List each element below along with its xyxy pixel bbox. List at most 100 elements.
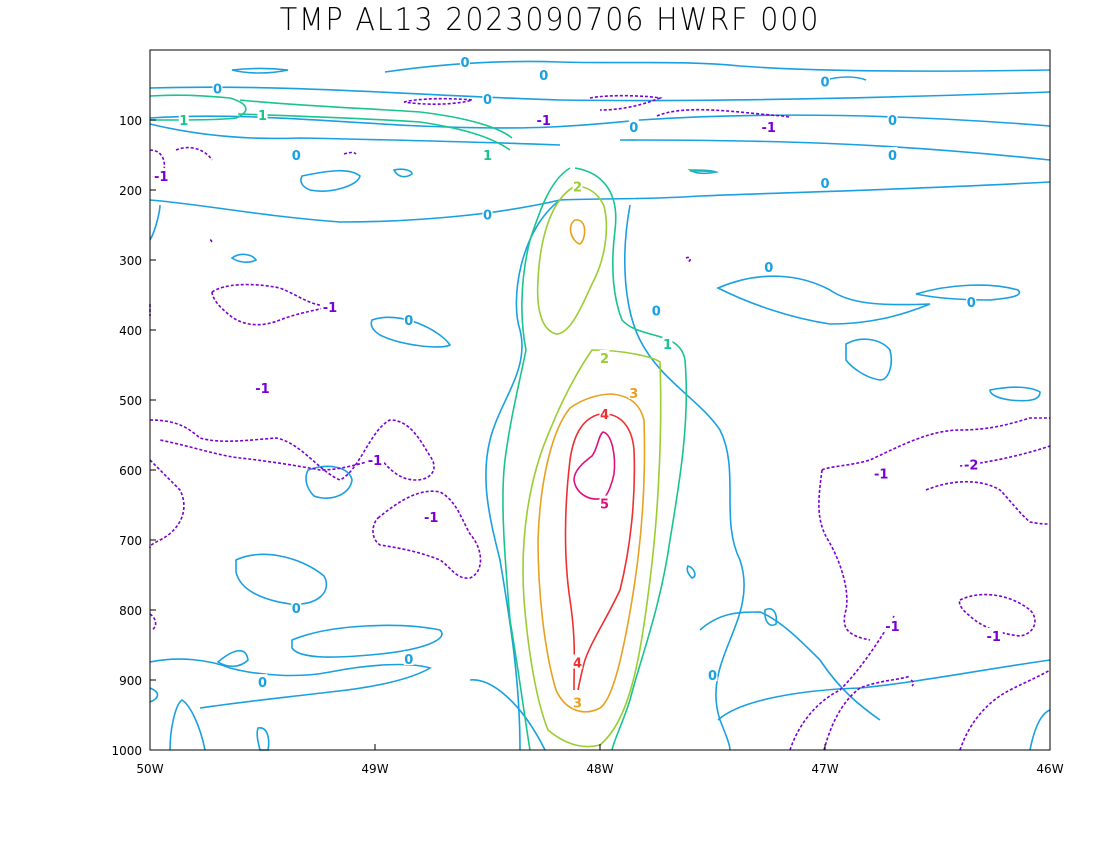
contour-label-bg [321, 298, 339, 313]
contour-lines [149, 60, 1051, 751]
contour-label-bg [887, 112, 898, 126]
contour-label-bg [966, 294, 977, 308]
contour-line [149, 86, 1051, 102]
contour-line [789, 615, 895, 751]
contour-line [235, 553, 328, 605]
contour-line [149, 123, 561, 146]
contour-label: 0 [258, 676, 267, 691]
contour-line [403, 97, 473, 105]
contour-label-bg [460, 53, 470, 68]
contour-line [149, 613, 157, 631]
contour-line [1029, 709, 1051, 751]
contour-label: 3 [629, 387, 638, 402]
contour-line [149, 687, 159, 703]
contour-line [959, 669, 1051, 751]
contour-line [717, 659, 1051, 721]
contour-line [959, 445, 1051, 467]
contour-label: 0 [888, 149, 897, 164]
contour-line [209, 239, 213, 243]
contour-label-bg [820, 73, 830, 88]
chart-title: TMP AL13 2023090706 HWRF 000 [279, 2, 821, 38]
contour-label-bg [962, 456, 981, 471]
contour-line [392, 168, 413, 178]
contour-label: 0 [629, 121, 638, 136]
contour-line [689, 170, 717, 173]
contour-line [175, 146, 213, 161]
contour-label-bg [422, 508, 441, 523]
contour-label: 1 [179, 114, 188, 129]
contour-line [149, 204, 161, 241]
contour-line [823, 675, 911, 751]
contour-label-bg [482, 147, 493, 161]
contour-label: -2 [964, 458, 978, 473]
contour-label: 4 [573, 657, 582, 672]
contour-line [256, 727, 270, 751]
contour-label-bg [152, 168, 171, 182]
contour-label-bg [403, 651, 414, 665]
y-tick-label: 600 [119, 464, 142, 478]
contour-label: 0 [292, 602, 301, 617]
contour-label: 0 [652, 304, 661, 319]
contour-label-bg [707, 667, 718, 682]
contour-line [699, 611, 881, 721]
contour-line [569, 219, 586, 245]
contour-line [149, 149, 166, 178]
contour-line [764, 608, 778, 626]
plot-frame [149, 49, 1051, 751]
contour-line [577, 413, 636, 691]
contour-line [915, 284, 1021, 301]
contour-label: 0 [539, 69, 548, 84]
contour-label: 0 [820, 76, 829, 91]
contour-label: 0 [820, 177, 829, 192]
contour-line [845, 338, 893, 381]
contour-label: 1 [258, 109, 267, 124]
contour-label-bg [538, 67, 549, 82]
contour-label: -1 [762, 121, 776, 136]
contour-label: 0 [404, 314, 413, 329]
contour-label-bg [883, 618, 902, 633]
contour-line [237, 113, 511, 151]
y-tick-label: 500 [119, 394, 142, 408]
contour-line [300, 169, 361, 192]
contour-label: 2 [600, 352, 609, 367]
contour-label: -1 [154, 170, 168, 185]
contour-label: 1 [663, 338, 672, 353]
contour-line [716, 275, 931, 325]
contour-line [149, 658, 432, 709]
contour-label: 3 [573, 696, 582, 711]
contour-label: 0 [404, 653, 413, 668]
contour-line [821, 417, 1050, 471]
contour-label-bg [628, 385, 639, 399]
contour-label: 0 [967, 296, 976, 311]
contour-line [589, 94, 663, 111]
contour-label: 0 [483, 93, 492, 108]
contour-line [384, 60, 1051, 73]
contour-line [619, 139, 1051, 161]
contour-line [686, 565, 696, 579]
contour-label-bg [403, 312, 414, 327]
contour-label: 0 [213, 83, 222, 98]
y-tick-label: 300 [119, 254, 142, 268]
contour-label: 4 [600, 408, 609, 423]
contour-label-bg [651, 302, 662, 317]
x-tick-label: 49W [361, 762, 388, 776]
contour-label-bg [662, 336, 673, 350]
contour-label-bg [872, 465, 891, 480]
contour-label-bg [178, 112, 189, 126]
contour-label-bg [291, 147, 302, 161]
contour-label-bg [984, 627, 1003, 642]
contour-label-bg [291, 599, 302, 614]
contour-line [216, 650, 249, 668]
contour-line [291, 624, 443, 658]
x-tick-label: 50W [136, 762, 163, 776]
contour-line [989, 386, 1041, 402]
contour-line [211, 283, 331, 326]
contour-label-bg [599, 350, 610, 364]
contour-line [230, 253, 258, 263]
contour-line [149, 419, 435, 481]
contour-label-bg [599, 495, 610, 510]
contour-line [536, 185, 608, 335]
x-axis: 50W 49W 48W 47W 46W [136, 744, 1064, 776]
y-tick-label: 200 [119, 184, 142, 198]
y-tick-label: 800 [119, 604, 142, 618]
